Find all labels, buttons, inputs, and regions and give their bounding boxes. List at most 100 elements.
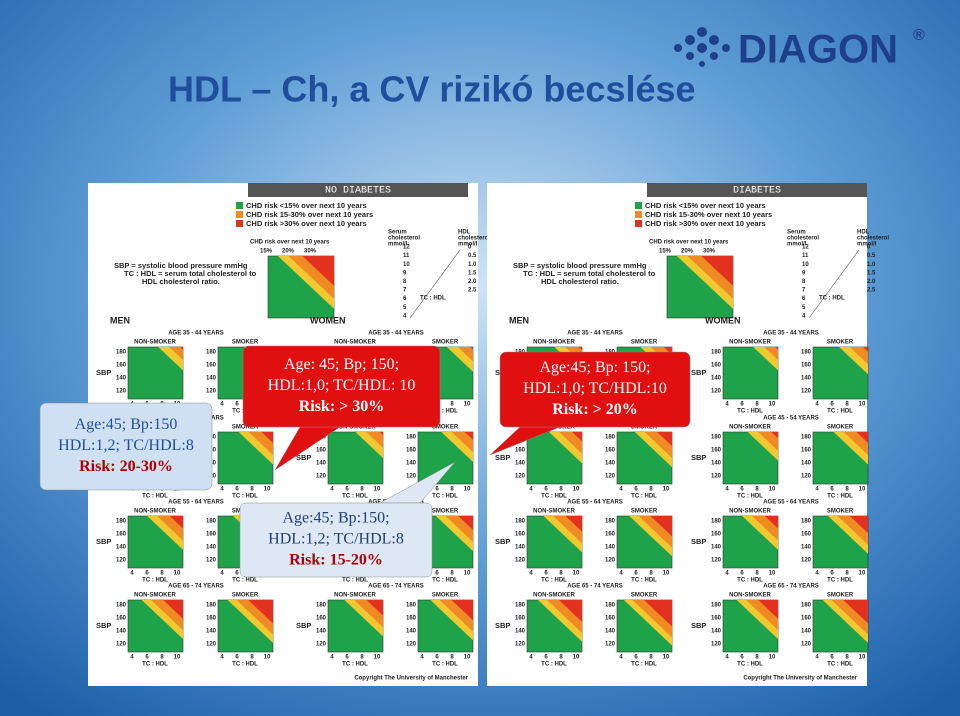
x-tick: 6	[235, 655, 239, 661]
x-axis-label: TC : HDL	[142, 662, 168, 668]
sbp-tick: 120	[116, 389, 127, 395]
group-label: MEN	[509, 315, 529, 325]
risk-band	[572, 432, 582, 442]
x-tick: 10	[769, 655, 776, 661]
serum-tick: 5	[802, 305, 806, 311]
sbp-tick: 160	[515, 616, 526, 622]
x-axis-label: TC : HDL	[342, 662, 368, 668]
sbp-tick: 120	[515, 642, 526, 648]
risk-band	[643, 600, 672, 627]
callout-text: Risk: > 20%	[552, 401, 638, 418]
smoking-label: SMOKER	[232, 340, 259, 346]
x-tick: 8	[755, 571, 759, 577]
sbp-tick: 180	[801, 603, 812, 609]
risk-band	[163, 600, 183, 619]
x-axis-label: TC : HDL	[142, 578, 168, 584]
x-tick: 6	[544, 571, 548, 577]
x-axis-label: TC : HDL	[827, 578, 853, 584]
sbp-tick: 180	[711, 603, 722, 609]
sbp-tick: 140	[515, 461, 526, 467]
age-label: AGE 55 - 64 YEARS	[168, 500, 224, 506]
sbp-tick: 140	[801, 629, 812, 635]
risk-band	[775, 347, 778, 350]
sbp-tick: 120	[406, 474, 417, 480]
smoking-label: NON-SMOKER	[334, 593, 376, 599]
sbp-tick: 160	[316, 616, 327, 622]
chd-level: 15%	[260, 249, 273, 255]
x-axis-label: TC : HDL	[432, 494, 458, 500]
x-tick: 4	[725, 571, 729, 577]
callout	[242, 345, 441, 428]
x-tick: 6	[435, 655, 439, 661]
legend-swatch	[236, 211, 243, 218]
sbp-tick: 180	[206, 350, 217, 356]
sbp-tick: 120	[515, 558, 526, 564]
sbp-label: SBP	[296, 453, 311, 462]
x-axis-label: TC : HDL	[737, 578, 763, 584]
smoking-label: NON-SMOKER	[533, 509, 575, 515]
x-tick: 10	[769, 402, 776, 408]
serum-tick: 6	[802, 296, 806, 302]
x-tick: 8	[450, 571, 454, 577]
x-tick: 8	[755, 655, 759, 661]
group-label: WOMEN	[310, 315, 346, 325]
hdl-tick: 1.0	[867, 262, 876, 268]
sbp-tick: 120	[206, 642, 217, 648]
x-tick: 8	[450, 402, 454, 408]
callout-text: Risk: 20-30%	[79, 458, 173, 475]
x-tick: 8	[755, 487, 759, 493]
title: HDL – Ch, a CV rizikó becslése	[168, 69, 696, 110]
panel-header: NO DIABETES	[325, 186, 391, 197]
x-tick: 8	[649, 571, 653, 577]
x-tick: 4	[529, 571, 533, 577]
x-tick: 8	[160, 655, 164, 661]
sbp-label: SBP	[296, 621, 311, 630]
x-axis-label: TC : HDL	[541, 494, 567, 500]
x-tick: 8	[755, 402, 759, 408]
sbp-tick: 180	[515, 603, 526, 609]
hdl-label: HDL	[458, 230, 471, 236]
smoking-label: NON-SMOKER	[729, 425, 771, 431]
hdl-tick: 0	[468, 245, 472, 251]
sbp-tick: 120	[605, 642, 616, 648]
x-tick: 6	[235, 402, 239, 408]
serum-tick: 8	[403, 279, 407, 285]
sbp-tick: 160	[316, 448, 327, 454]
x-tick: 6	[235, 487, 239, 493]
age-label: AGE 65 - 74 YEARS	[567, 584, 623, 590]
sbp-tick: 180	[801, 435, 812, 441]
x-tick: 10	[769, 487, 776, 493]
sbp-note: SBP = systolic blood pressure mmHg	[513, 261, 647, 270]
chd-level: 30%	[304, 249, 317, 255]
x-tick: 6	[544, 487, 548, 493]
hdl-label: cholesterol	[458, 236, 490, 242]
x-tick: 6	[544, 655, 548, 661]
hdl-label: HDL	[857, 230, 870, 236]
sbp-tick: 140	[605, 545, 616, 551]
sbp-tick: 120	[116, 558, 127, 564]
sbp-tick: 140	[801, 461, 812, 467]
sbp-label: SBP	[96, 621, 111, 630]
sbp-tick: 120	[316, 474, 327, 480]
serum-tick: 11	[802, 253, 809, 259]
x-axis-label: TC : HDL	[827, 494, 853, 500]
x-tick: 8	[559, 655, 563, 661]
x-tick: 8	[250, 487, 254, 493]
x-tick: 4	[725, 402, 729, 408]
x-tick: 8	[360, 487, 364, 493]
sbp-tick: 140	[206, 545, 217, 551]
x-tick: 8	[845, 402, 849, 408]
sbp-tick: 120	[605, 474, 616, 480]
smoking-label: SMOKER	[432, 509, 459, 515]
sbp-tick: 160	[801, 363, 812, 369]
x-tick: 4	[529, 487, 533, 493]
smoking-label: SMOKER	[827, 340, 854, 346]
x-tick: 10	[464, 402, 471, 408]
risk-band	[764, 347, 778, 360]
panel-header-bar	[647, 183, 867, 197]
callout-text: Age:45; Bp: 150;	[539, 359, 650, 376]
sbp-tick: 140	[711, 629, 722, 635]
sbp-tick: 160	[801, 448, 812, 454]
x-tick: 10	[264, 655, 271, 661]
